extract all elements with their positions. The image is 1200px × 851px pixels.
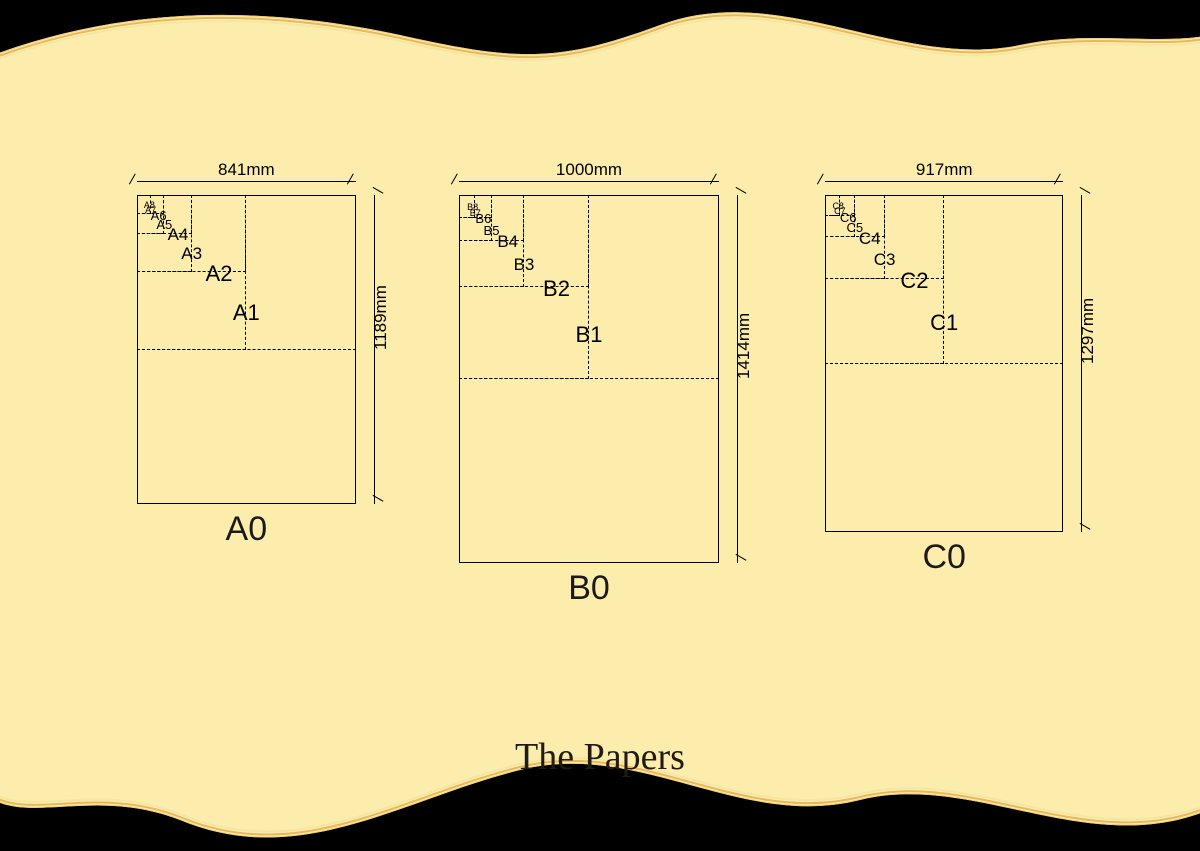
- series-c0: C1C2C3C4C5C6C7C8917mm1297mmC0: [825, 195, 1063, 532]
- series-name-b0: B0: [459, 569, 719, 608]
- dim-height-label-b0: 1414mm: [734, 313, 754, 379]
- label-c8: C8: [832, 201, 839, 211]
- dim-height-a0: 1189mm: [374, 195, 375, 504]
- dim-width-c0: 917mm: [825, 181, 1063, 182]
- dim-width-a0: 841mm: [137, 181, 356, 182]
- dim-width-b0: 1000mm: [459, 181, 719, 182]
- dim-width-label-b0: 1000mm: [459, 160, 719, 180]
- dim-height-label-a0: 1189mm: [371, 285, 391, 350]
- label-b8: B8: [467, 202, 475, 212]
- dim-height-label-c0: 1297mm: [1078, 297, 1098, 363]
- series-b0: B1B2B3B4B5B6B7B81000mm1414mmB0: [459, 195, 719, 563]
- dim-width-label-a0: 841mm: [137, 160, 356, 180]
- dim-height-b0: 1414mm: [737, 195, 738, 563]
- caption-title: The Papers: [0, 735, 1200, 779]
- series-name-a0: A0: [137, 510, 356, 549]
- label-a8: A8: [144, 200, 151, 210]
- series-a0: A1A2A3A4A5A6A7A8841mm1189mmA0: [137, 195, 356, 504]
- series-name-c0: C0: [825, 538, 1063, 577]
- dim-width-label-c0: 917mm: [825, 160, 1063, 180]
- dim-height-c0: 1297mm: [1081, 195, 1082, 532]
